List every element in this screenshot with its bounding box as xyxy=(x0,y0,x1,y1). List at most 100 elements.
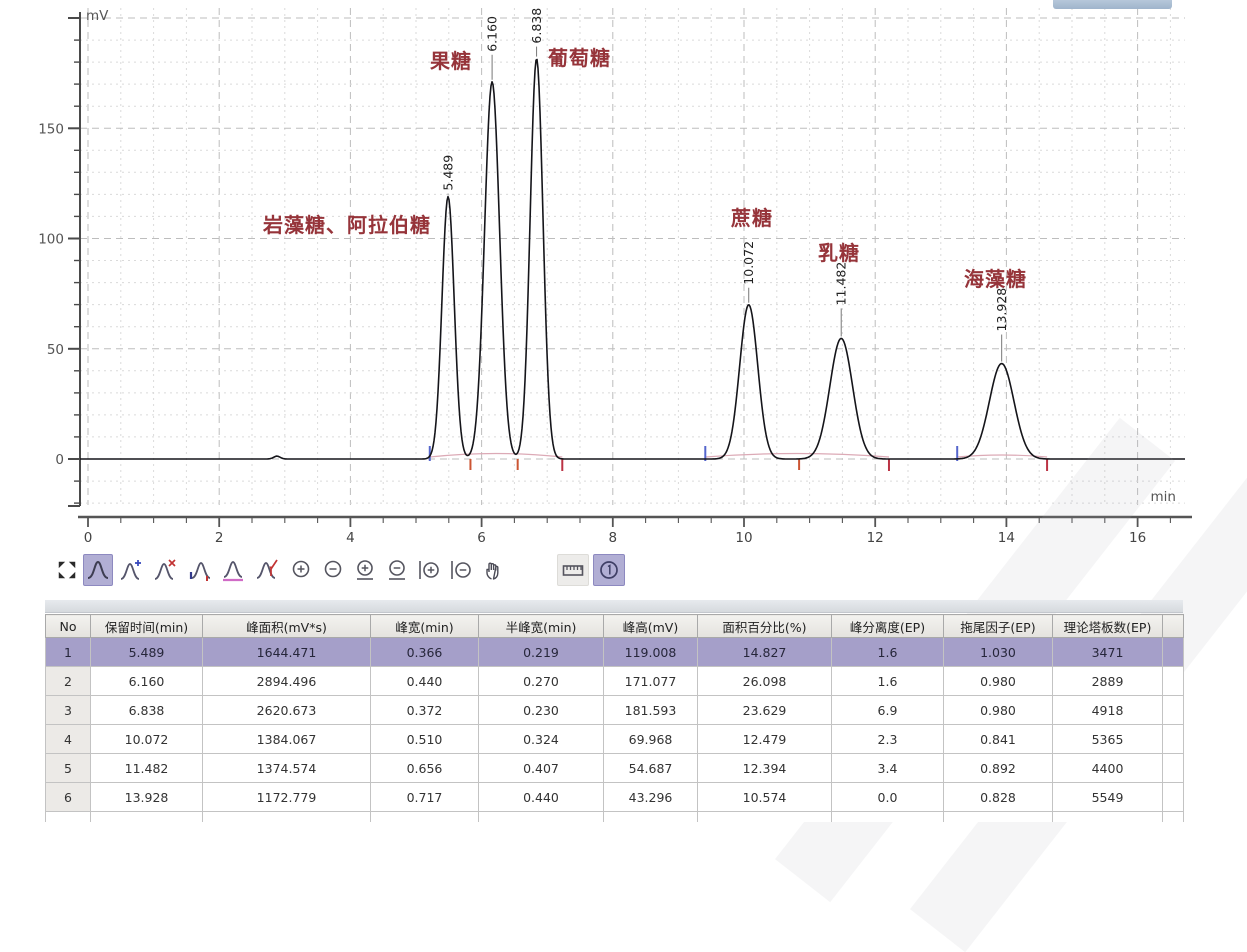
table-cell[interactable]: 6.838 xyxy=(90,695,203,725)
table-cell[interactable]: 171.077 xyxy=(603,666,698,696)
column-header[interactable]: 理论塔板数(EP) xyxy=(1052,614,1163,638)
table-cell[interactable]: 0.440 xyxy=(370,666,479,696)
table-cell[interactable] xyxy=(1162,724,1184,754)
column-header[interactable]: 保留时间(min) xyxy=(90,614,203,638)
table-cell[interactable]: 2889 xyxy=(1052,666,1163,696)
table-cell[interactable]: 4918 xyxy=(1052,695,1163,725)
column-header[interactable]: 面积百分比(%) xyxy=(697,614,832,638)
table-cell[interactable]: 119.008 xyxy=(603,637,698,667)
table-cell[interactable]: 0.892 xyxy=(943,753,1053,783)
chromatogram-svg[interactable]: 0 50 100 150 mV 0 2 4 6 8 10 12 14 16 min 5.489 6.160 6.8… xyxy=(0,0,1247,548)
table-cell[interactable]: 3471 xyxy=(1052,637,1163,667)
table-row[interactable]: 4 10.072 1384.067 0.510 0.324 69.968 12.479 2.3… xyxy=(45,724,1184,754)
column-header[interactable]: 拖尾因子(EP) xyxy=(943,614,1053,638)
peak-tool-button[interactable] xyxy=(83,554,113,586)
table-cell[interactable]: 12.394 xyxy=(697,753,832,783)
row-number-cell[interactable]: 3 xyxy=(45,695,91,725)
table-cell[interactable]: 0.440 xyxy=(478,782,604,812)
table-cell[interactable]: 69.968 xyxy=(603,724,698,754)
add-peak-button[interactable] xyxy=(117,554,147,586)
table-cell[interactable]: 0.219 xyxy=(478,637,604,667)
table-row[interactable]: 3 6.838 2620.673 0.372 0.230 181.593 23.629 6.9… xyxy=(45,695,1184,725)
row-number-cell[interactable]: 6 xyxy=(45,782,91,812)
table-cell[interactable]: 23.629 xyxy=(697,695,832,725)
zoom-out-vertical-button[interactable] xyxy=(447,554,475,586)
table-cell[interactable] xyxy=(1162,695,1184,725)
table-cell[interactable]: 12.479 xyxy=(697,724,832,754)
cut-peak-button[interactable] xyxy=(253,554,283,586)
table-cell[interactable]: 181.593 xyxy=(603,695,698,725)
row-number-cell[interactable]: 5 xyxy=(45,753,91,783)
table-cell[interactable]: 0.0 xyxy=(831,782,944,812)
column-header[interactable]: No xyxy=(45,614,91,638)
table-cell[interactable]: 5549 xyxy=(1052,782,1163,812)
circle-one-button[interactable] xyxy=(593,554,625,586)
column-header[interactable]: 半峰宽(min) xyxy=(478,614,604,638)
table-cell[interactable]: 1644.471 xyxy=(202,637,371,667)
table-cell[interactable]: 0.980 xyxy=(943,695,1053,725)
zoom-in-vertical-button[interactable] xyxy=(415,554,443,586)
table-cell[interactable]: 2620.673 xyxy=(202,695,371,725)
table-cell[interactable]: 6.9 xyxy=(831,695,944,725)
table-cell[interactable]: 26.098 xyxy=(697,666,832,696)
table-cell[interactable]: 0.980 xyxy=(943,666,1053,696)
table-cell[interactable]: 13.928 xyxy=(90,782,203,812)
table-cell[interactable]: 1374.574 xyxy=(202,753,371,783)
table-row[interactable]: 2 6.160 2894.496 0.440 0.270 171.077 26.098 1.6… xyxy=(45,666,1184,696)
table-cell[interactable]: 1172.779 xyxy=(202,782,371,812)
pan-hand-button[interactable] xyxy=(479,554,509,586)
table-cell[interactable]: 0.717 xyxy=(370,782,479,812)
table-cell[interactable]: 0.366 xyxy=(370,637,479,667)
table-cell[interactable]: 2894.496 xyxy=(202,666,371,696)
table-cell[interactable] xyxy=(1162,666,1184,696)
table-cell[interactable]: 0.324 xyxy=(478,724,604,754)
table-cell[interactable]: 43.296 xyxy=(603,782,698,812)
table-cell[interactable] xyxy=(1162,753,1184,783)
table-cell[interactable]: 0.270 xyxy=(478,666,604,696)
table-cell[interactable]: 5.489 xyxy=(90,637,203,667)
column-header[interactable]: 峰面积(mV*s) xyxy=(202,614,371,638)
table-cell[interactable]: 1.030 xyxy=(943,637,1053,667)
table-cell[interactable]: 14.827 xyxy=(697,637,832,667)
table-cell[interactable]: 0.841 xyxy=(943,724,1053,754)
table-cell[interactable]: 0.510 xyxy=(370,724,479,754)
column-header[interactable]: 峰宽(min) xyxy=(370,614,479,638)
table-cell[interactable]: 1.6 xyxy=(831,666,944,696)
zoom-in-horizontal-button[interactable] xyxy=(351,554,379,586)
column-header[interactable]: 峰分离度(EP) xyxy=(831,614,944,638)
peak-start-end-button[interactable] xyxy=(185,554,215,586)
maximize-button[interactable] xyxy=(55,554,79,586)
table-cell[interactable]: 11.482 xyxy=(90,753,203,783)
delete-peak-button[interactable] xyxy=(151,554,181,586)
table-cell[interactable]: 0.407 xyxy=(478,753,604,783)
table-cell[interactable]: 1.6 xyxy=(831,637,944,667)
table-row[interactable]: 5 11.482 1374.574 0.656 0.407 54.687 12.394 3.4… xyxy=(45,753,1184,783)
row-number-cell[interactable]: 2 xyxy=(45,666,91,696)
table-cell[interactable]: 4400 xyxy=(1052,753,1163,783)
zoom-in-button[interactable] xyxy=(287,554,315,586)
table-cell[interactable] xyxy=(1162,637,1184,667)
column-header[interactable]: 峰高(mV) xyxy=(603,614,698,638)
table-cell[interactable]: 0.656 xyxy=(370,753,479,783)
table-cell[interactable]: 10.574 xyxy=(697,782,832,812)
table-cell[interactable]: 0.230 xyxy=(478,695,604,725)
zoom-out-horizontal-button[interactable] xyxy=(383,554,411,586)
table-cell[interactable]: 54.687 xyxy=(603,753,698,783)
table-cell[interactable]: 0.828 xyxy=(943,782,1053,812)
table-row[interactable]: 6 13.928 1172.779 0.717 0.440 43.296 10.574 0.0… xyxy=(45,782,1184,812)
ruler-button[interactable] xyxy=(557,554,589,586)
table-cell[interactable]: 0.372 xyxy=(370,695,479,725)
row-number-cell[interactable]: 1 xyxy=(45,637,91,667)
table-row[interactable]: 1 5.489 1644.471 0.366 0.219 119.008 14.827 1.6… xyxy=(45,637,1184,667)
table-cell[interactable]: 5365 xyxy=(1052,724,1163,754)
table-cell[interactable]: 2.3 xyxy=(831,724,944,754)
table-cell[interactable]: 10.072 xyxy=(90,724,203,754)
peak-results-table[interactable]: No 保留时间(min) 峰面积(mV*s) 峰宽(min) 半峰宽(min) 峰高(mV… xyxy=(45,614,1184,822)
zoom-out-button[interactable] xyxy=(319,554,347,586)
table-cell[interactable] xyxy=(1162,782,1184,812)
chromatogram-panel[interactable]: 0 50 100 150 mV 0 2 4 6 8 10 12 14 16 min 5.489 6.160 6.8… xyxy=(0,0,1247,548)
table-cell[interactable]: 3.4 xyxy=(831,753,944,783)
column-header-empty[interactable] xyxy=(1162,614,1184,638)
baseline-tool-button[interactable] xyxy=(219,554,249,586)
row-number-cell[interactable]: 4 xyxy=(45,724,91,754)
